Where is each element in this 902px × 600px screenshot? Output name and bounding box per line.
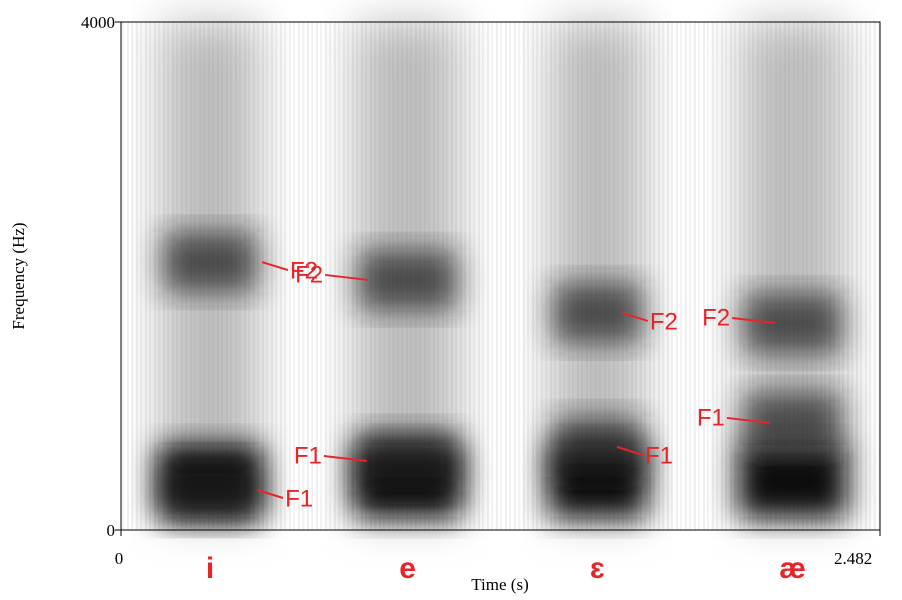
annotation-label: F2 <box>295 261 323 288</box>
formant-band <box>743 392 843 453</box>
y-tick-label: 4000 <box>81 13 115 32</box>
annotation-label: F2 <box>650 308 678 335</box>
y-tick-label: 0 <box>107 521 116 540</box>
y-axis-label: Frequency (Hz) <box>9 222 28 329</box>
vowel-label: æ <box>779 552 806 585</box>
vowel-label: i <box>206 552 214 585</box>
annotation-label: F1 <box>294 442 322 469</box>
formant-band <box>358 431 458 492</box>
annotation-arrow <box>616 445 644 456</box>
formant-band <box>552 416 643 477</box>
x-axis-label: Time (s) <box>471 575 528 594</box>
annotation-label: F2 <box>702 304 730 331</box>
annotation-arrow <box>731 316 776 324</box>
annotation-label: F1 <box>697 404 725 431</box>
annotation-arrow <box>621 312 649 322</box>
annotation-arrow <box>256 489 284 499</box>
annotation-arrow <box>323 455 367 463</box>
annotation-arrow <box>324 273 369 281</box>
formant-band <box>552 282 643 343</box>
x-tick-label: 2.482 <box>834 549 872 568</box>
annotation-label: F1 <box>645 442 673 469</box>
voicing-band <box>739 445 847 517</box>
plot-frame <box>120 21 881 531</box>
annotation-arrow <box>726 416 771 424</box>
formant-band <box>162 232 258 293</box>
formant-band <box>743 292 843 353</box>
annotation-label: F1 <box>285 485 313 512</box>
x-tick-label: 0 <box>115 549 124 568</box>
formant-band <box>358 249 458 310</box>
vowel-label: e <box>399 552 416 585</box>
vowel-label: ɛ <box>590 552 605 585</box>
annotation-label: F2 <box>290 257 318 284</box>
annotation-arrow <box>261 261 289 271</box>
formant-band <box>162 459 258 520</box>
